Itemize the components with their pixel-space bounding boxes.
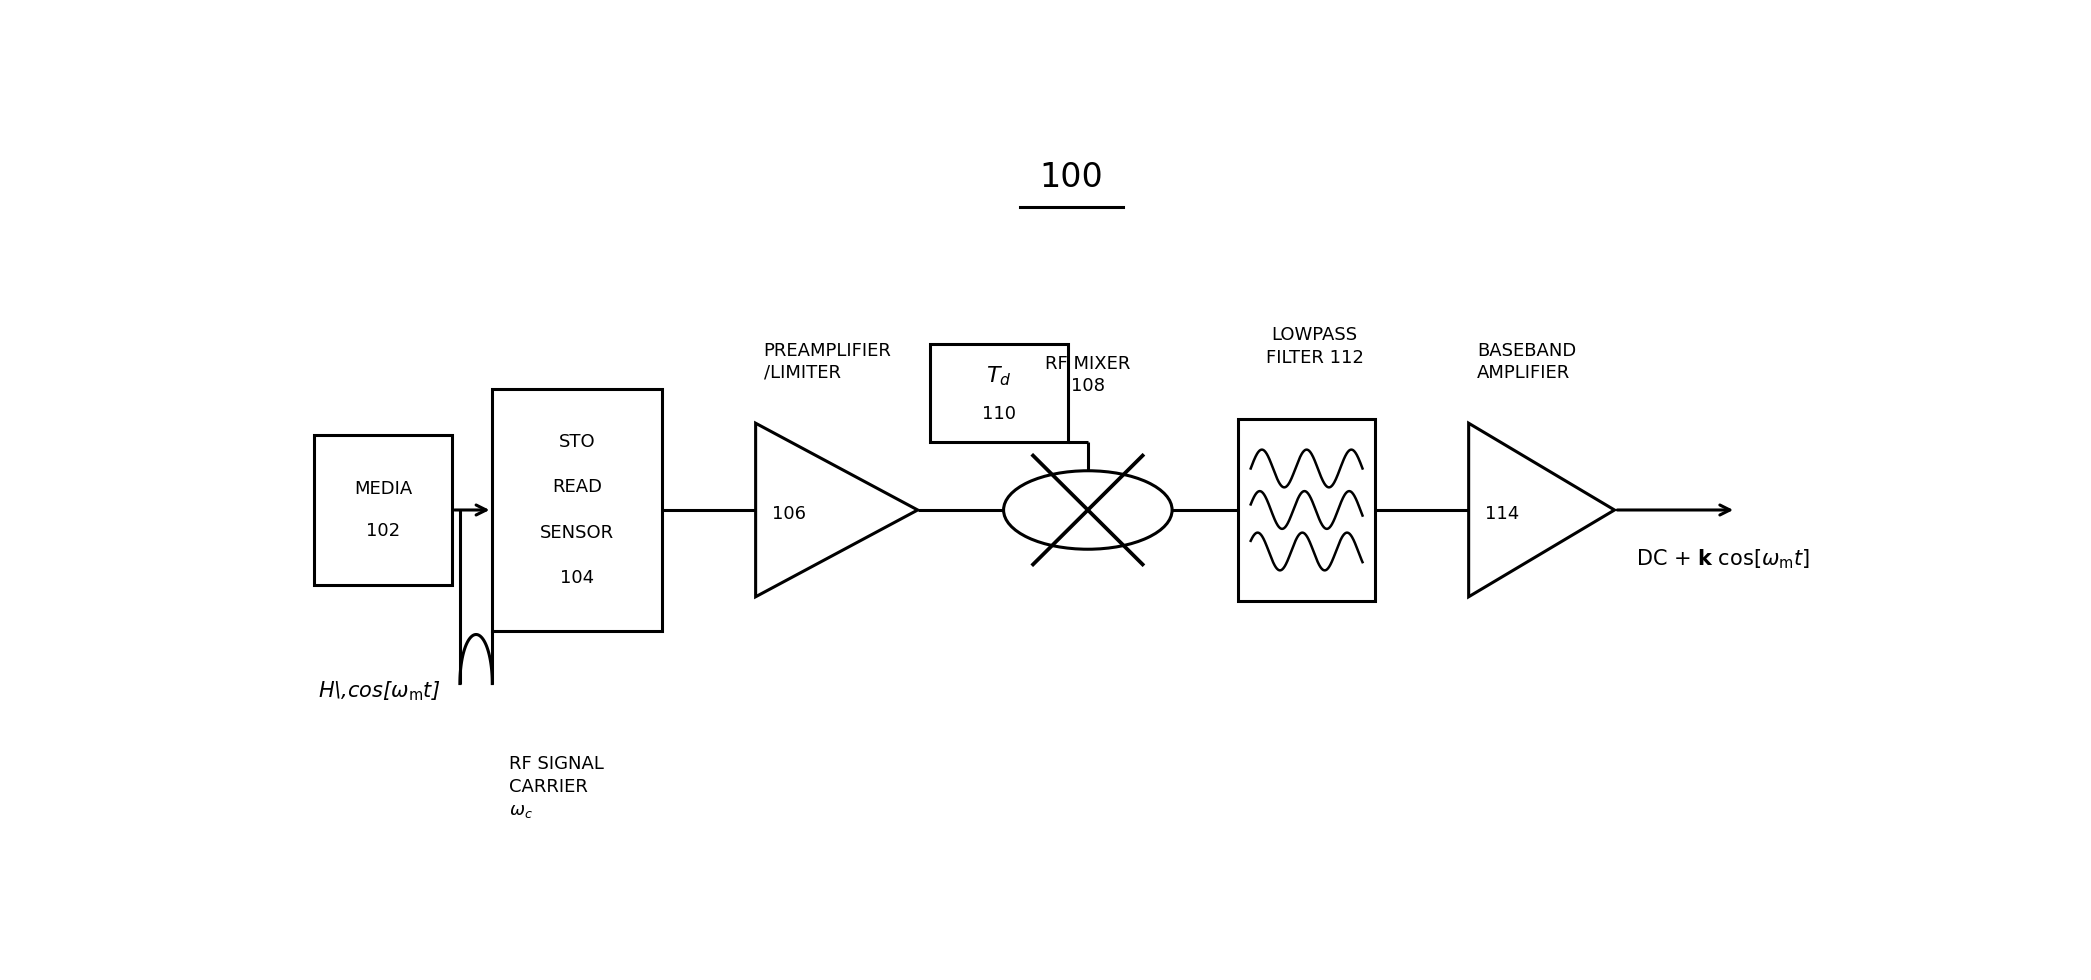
Text: SENSOR: SENSOR bbox=[539, 523, 615, 542]
Bar bbox=[930, 344, 1069, 442]
Circle shape bbox=[1004, 470, 1173, 549]
Text: PREAMPLIFIER
/LIMITER: PREAMPLIFIER /LIMITER bbox=[763, 341, 891, 381]
Bar bbox=[1238, 419, 1376, 601]
Bar bbox=[491, 389, 663, 631]
Text: 114: 114 bbox=[1485, 505, 1520, 522]
Text: $T_d$: $T_d$ bbox=[987, 365, 1012, 388]
Text: 104: 104 bbox=[560, 569, 594, 587]
Text: RF SIGNAL
CARRIER
$\omega_c$: RF SIGNAL CARRIER $\omega_c$ bbox=[508, 756, 604, 820]
Text: 100: 100 bbox=[1039, 162, 1104, 194]
Text: $H$\,cos[$\omega_\mathrm{m}t$]: $H$\,cos[$\omega_\mathrm{m}t$] bbox=[318, 679, 441, 703]
Text: READ: READ bbox=[552, 478, 602, 496]
Text: 106: 106 bbox=[772, 505, 805, 522]
Text: LOWPASS
FILTER 112: LOWPASS FILTER 112 bbox=[1265, 326, 1363, 367]
Polygon shape bbox=[1468, 423, 1614, 597]
Text: MEDIA: MEDIA bbox=[353, 480, 412, 498]
Text: BASEBAND
AMPLIFIER: BASEBAND AMPLIFIER bbox=[1476, 341, 1577, 381]
Text: RF MIXER
108: RF MIXER 108 bbox=[1046, 355, 1131, 395]
Text: DC + $\mathbf{k}$ cos[$\omega_\mathrm{m}t$]: DC + $\mathbf{k}$ cos[$\omega_\mathrm{m}… bbox=[1635, 547, 1809, 570]
Text: 102: 102 bbox=[366, 522, 399, 540]
Polygon shape bbox=[755, 423, 918, 597]
Text: STO: STO bbox=[558, 433, 596, 451]
Bar bbox=[314, 434, 452, 585]
Text: 110: 110 bbox=[981, 405, 1016, 423]
